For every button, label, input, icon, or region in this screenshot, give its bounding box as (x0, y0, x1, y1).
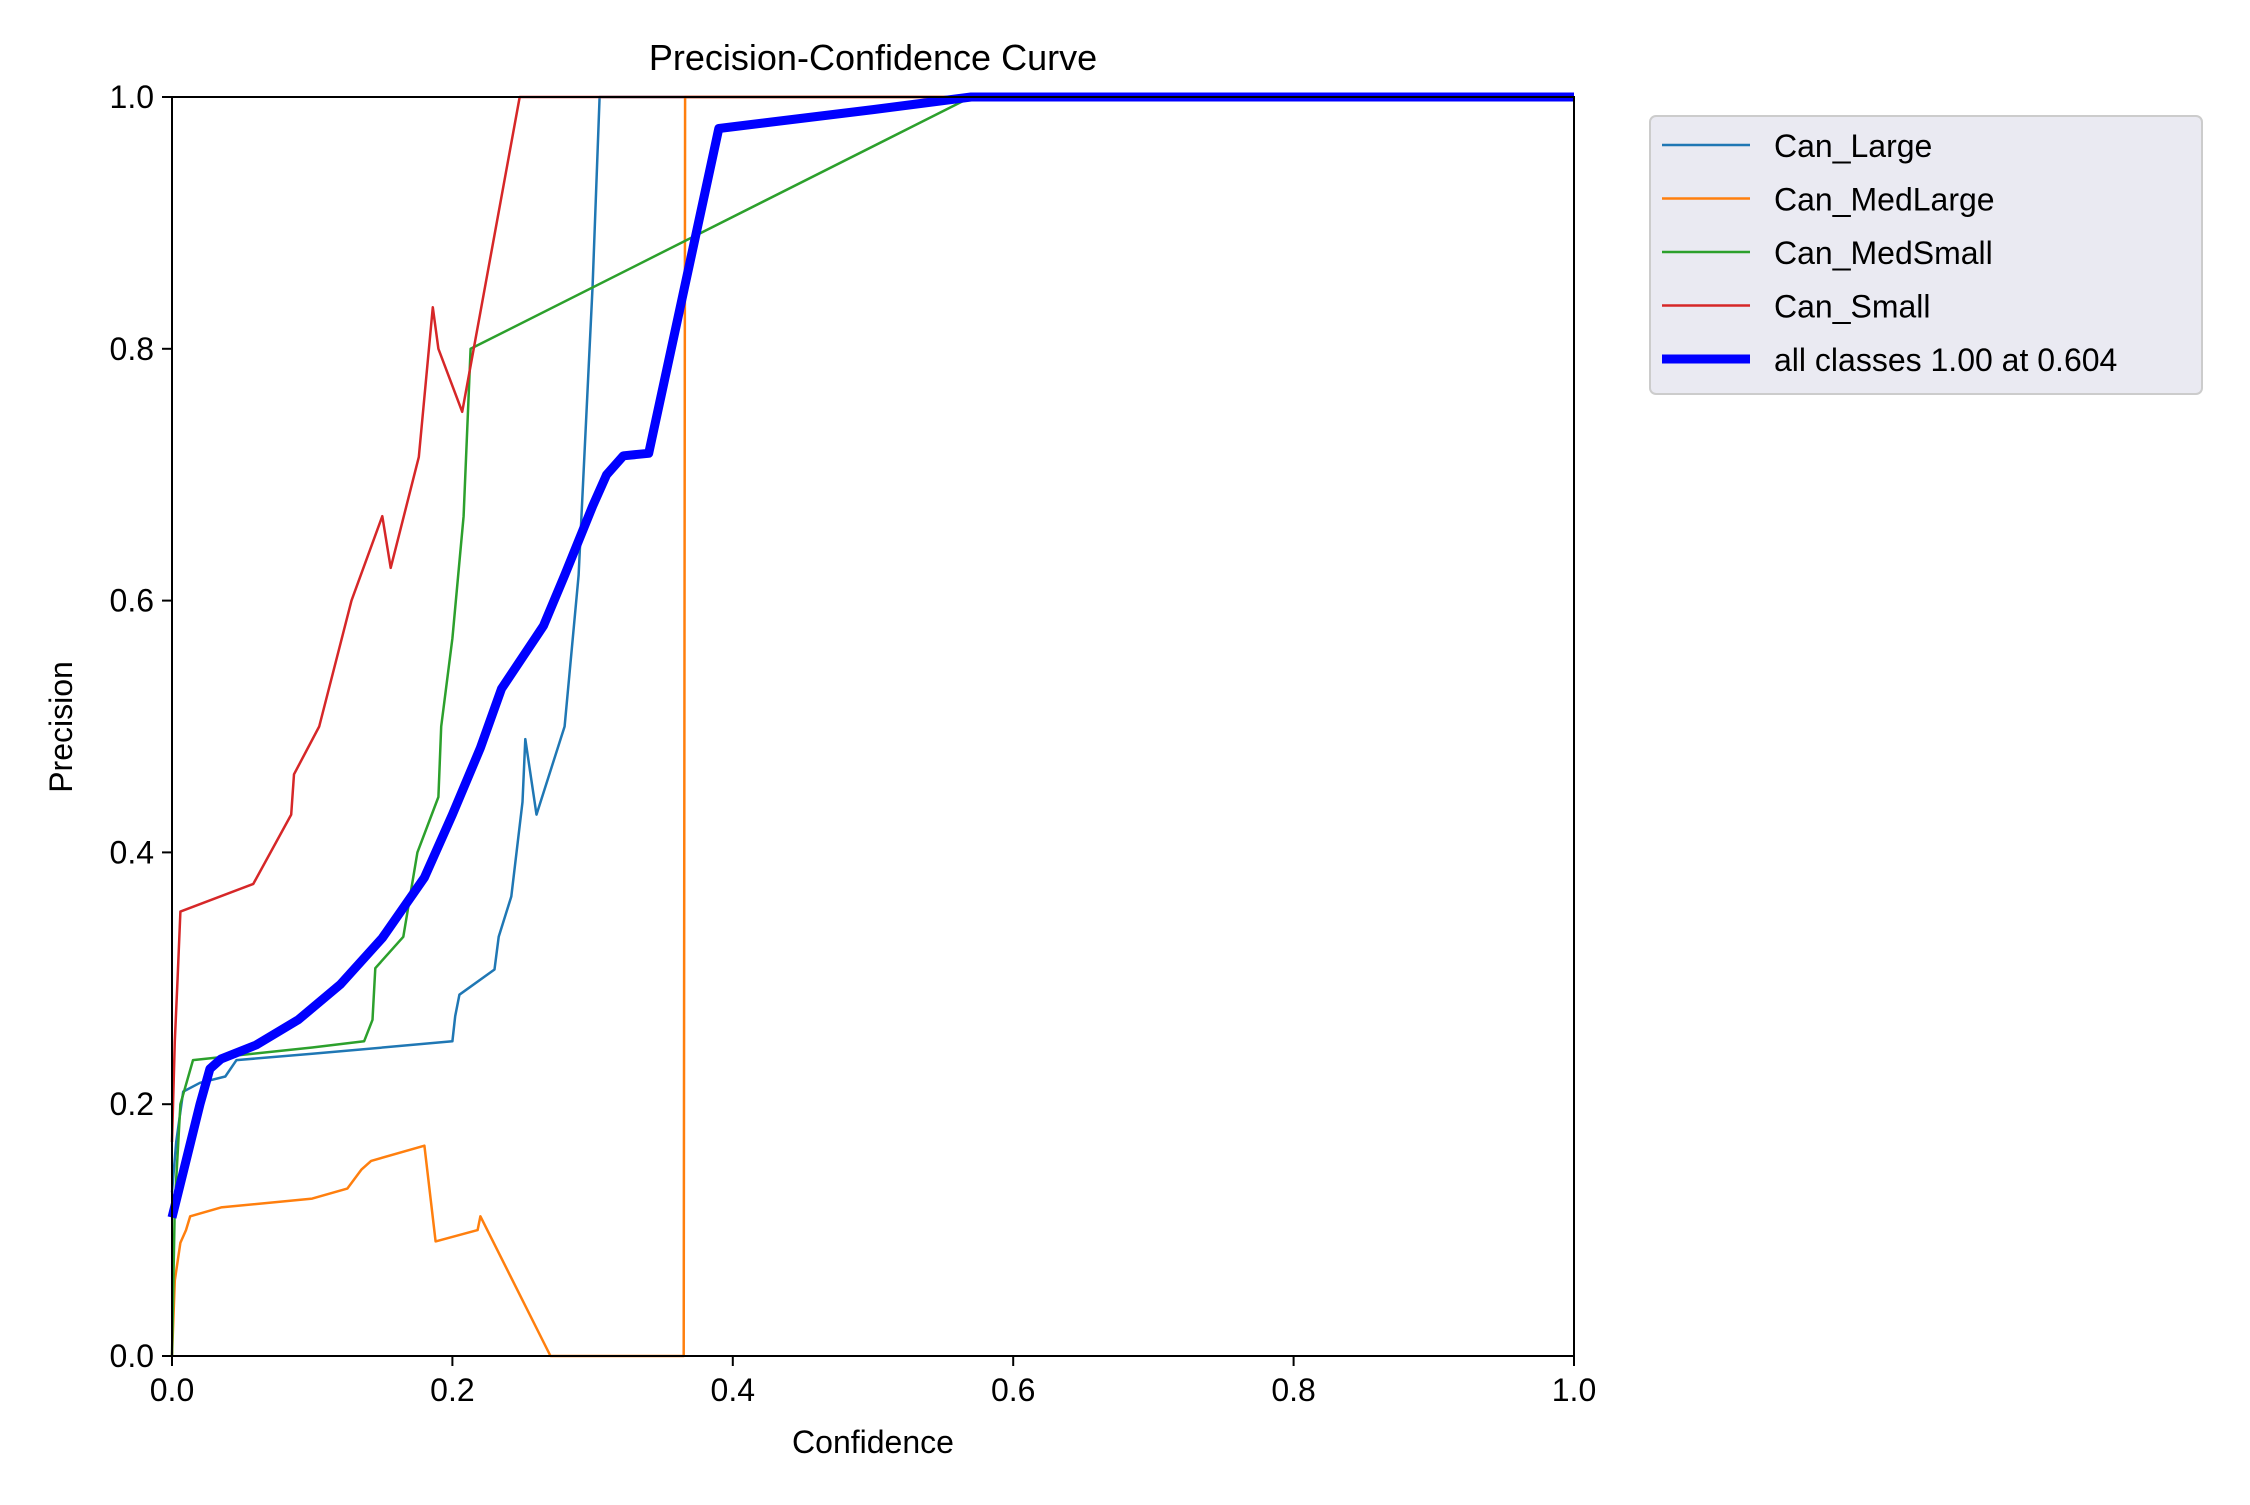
y-tick-label: 0.6 (110, 583, 154, 619)
y-tick-label: 0.2 (110, 1086, 154, 1122)
series-line-can-small (170, 95, 1574, 1143)
legend-label-can-small: Can_Small (1774, 289, 1931, 325)
plot-area-frame (171, 96, 1575, 1357)
series-layer (167, 92, 1574, 1358)
legend-label-all-classes-1-00-at-0-604: all classes 1.00 at 0.604 (1774, 342, 2117, 378)
y-tick-label: 1.0 (110, 79, 154, 115)
x-tick-label: 0.6 (991, 1372, 1035, 1408)
y-axis-label: Precision (43, 661, 79, 793)
ticks-layer: 0.0 0.2 0.4 0.6 0.8 1.0 0.0 0.2 0.4 0.6 0.8 1.0 (110, 79, 1597, 1408)
y-tick-label: 0.8 (110, 331, 154, 367)
chart-title: Precision-Confidence Curve (649, 37, 1097, 78)
x-tick-label: 0.0 (150, 1372, 194, 1408)
x-axis-label: Confidence (792, 1424, 954, 1460)
x-tick-label: 0.4 (711, 1372, 755, 1408)
legend-label-can-medsmall: Can_MedSmall (1774, 235, 1993, 271)
legend-label-can-large: Can_Large (1774, 128, 1932, 164)
series-line-all-classes-1-00-at-0-604 (167, 92, 1574, 1219)
x-tick-label: 0.2 (430, 1372, 474, 1408)
legend-label-can-medlarge: Can_MedLarge (1774, 182, 1995, 218)
legend-box (1649, 115, 2203, 395)
legend: Can_Large Can_MedLarge Can_MedSmall Can_Sma… (1649, 115, 2203, 395)
y-tick-label: 0.4 (110, 834, 154, 870)
legend-items: Can_Large Can_MedLarge Can_MedSmall Can_Sma… (1662, 128, 2117, 378)
x-tick-label: 0.8 (1271, 1372, 1315, 1408)
x-tick-label: 1.0 (1552, 1372, 1596, 1408)
series-line-can-medsmall (170, 95, 1574, 1357)
y-tick-label: 0.0 (110, 1338, 154, 1374)
